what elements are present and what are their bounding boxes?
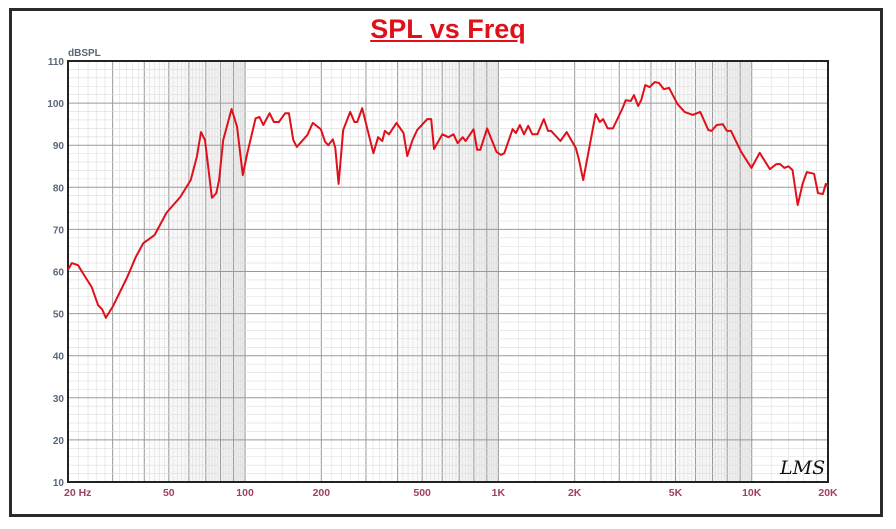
y-tick-label: 30 (53, 394, 65, 405)
x-tick-label: 1K (492, 487, 506, 499)
y-axis-label: dBSPL (68, 48, 101, 59)
y-tick-label: 70 (53, 225, 65, 236)
plot-border (67, 60, 829, 483)
chart-title: SPL vs Freq (370, 14, 526, 44)
y-tick-label: 40 (53, 352, 65, 363)
y-tick-label: 100 (47, 99, 64, 110)
y-tick-label: 20 (53, 436, 65, 447)
x-tick-label: 200 (313, 487, 331, 499)
lms-logo: LMS (779, 457, 825, 479)
x-tick-label: 10K (742, 487, 762, 499)
x-tick-label: 20 Hz (64, 487, 91, 499)
spl-series-line (67, 81, 829, 319)
grid-lines (67, 60, 829, 483)
x-tick-label: 5K (669, 487, 683, 499)
y-tick-label: 10 (53, 478, 65, 489)
y-tick-label: 80 (53, 183, 65, 194)
y-tick-label: 60 (53, 268, 65, 279)
x-tick-label: 100 (236, 487, 254, 499)
y-tick-label: 110 (48, 57, 65, 68)
y-tick-label: 90 (53, 141, 65, 152)
x-tick-label: 500 (413, 487, 431, 499)
x-tick-label: 50 (163, 487, 175, 499)
x-tick-label: 20K (818, 487, 838, 499)
x-tick-label: 2K (568, 487, 582, 499)
y-tick-label: 50 (53, 310, 65, 321)
